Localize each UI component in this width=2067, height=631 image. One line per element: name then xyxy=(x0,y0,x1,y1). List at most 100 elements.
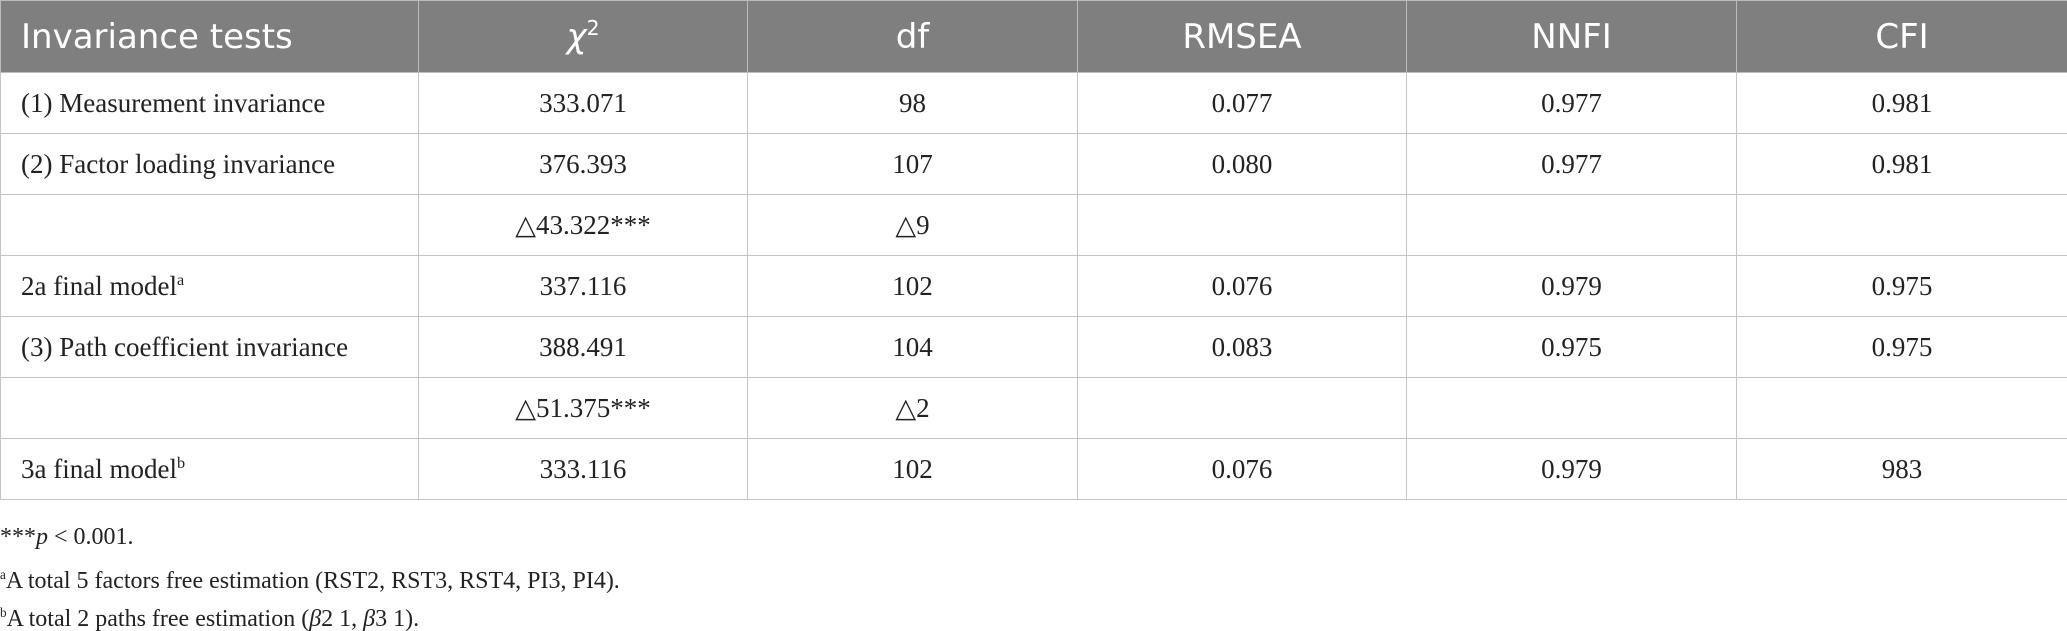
text: 0.979 xyxy=(1541,270,1602,301)
superscript: b xyxy=(176,453,186,472)
table-cell xyxy=(1736,377,2067,439)
superscript: 2 xyxy=(586,16,600,41)
table-cell: (3) Path coefficient invariance xyxy=(0,316,419,378)
text: 0.083 xyxy=(1211,331,1273,362)
table-cell: 0.979 xyxy=(1406,438,1737,500)
data-table: Invariance tests χ2 df RMSEA NNFI CFI (1) Mea… xyxy=(0,0,2067,500)
text: (2) Factor loading invariance xyxy=(21,148,336,179)
footnote: bA total 2 paths free estimation (β2 1, … xyxy=(0,594,2067,631)
column-header: Invariance tests xyxy=(0,0,419,73)
table-cell xyxy=(0,194,419,256)
table-cell xyxy=(0,377,419,439)
table-cell xyxy=(1077,194,1407,256)
table-row: (1) Measurement invariance 333.071 98 0.077… xyxy=(0,72,2067,134)
table-cell: 0.080 xyxy=(1077,133,1407,195)
text: df xyxy=(895,16,930,57)
table-cell: △2 xyxy=(747,377,1078,439)
table-cell: 333.116 xyxy=(418,438,748,500)
text: 0.979 xyxy=(1541,453,1602,484)
table-cell: 0.076 xyxy=(1077,438,1407,500)
text: 102 xyxy=(892,270,933,301)
text: 388.491 xyxy=(539,331,627,362)
table-row: (3) Path coefficient invariance 388.491 10… xyxy=(0,316,2067,378)
table-cell: 0.076 xyxy=(1077,255,1407,317)
text: 0.977 xyxy=(1541,87,1602,118)
superscript: b xyxy=(0,605,7,620)
text: 0.975 xyxy=(1541,331,1602,362)
text: 3 1). xyxy=(375,606,420,631)
column-header: CFI xyxy=(1736,0,2067,73)
table-cell: 333.071 xyxy=(418,72,748,134)
text: 337.116 xyxy=(539,270,627,301)
column-header: NNFI xyxy=(1406,0,1737,73)
text: 2 1, xyxy=(321,606,364,631)
table-body: (1) Measurement invariance 333.071 98 0.077… xyxy=(0,72,2067,500)
text: Invariance tests xyxy=(21,16,293,57)
text: CFI xyxy=(1875,16,1929,57)
table-cell: 983 xyxy=(1736,438,2067,500)
table-cell xyxy=(1406,377,1737,439)
text: NNFI xyxy=(1531,16,1612,57)
text: RMSEA xyxy=(1182,16,1302,57)
text: 0.076 xyxy=(1211,270,1273,301)
text: 0.077 xyxy=(1211,87,1273,118)
footnote: aA total 5 factors free estimation (RST2… xyxy=(0,556,2067,594)
table-row: △43.322*** △9 xyxy=(0,194,2067,256)
table-cell: 102 xyxy=(747,438,1078,500)
text: △51.375*** xyxy=(515,392,651,423)
text: A total 2 paths free estimation ( xyxy=(6,606,310,631)
text: 102 xyxy=(892,453,933,484)
footnotes: ***p < 0.001. aA total 5 factors free est… xyxy=(0,518,2067,631)
text: 0.981 xyxy=(1871,87,1933,118)
text: 0.080 xyxy=(1211,148,1273,179)
table-cell: (2) Factor loading invariance xyxy=(0,133,419,195)
column-header: RMSEA xyxy=(1077,0,1407,73)
table-cell: 3a final modelb xyxy=(0,438,419,500)
table-cell: △9 xyxy=(747,194,1078,256)
table-cell xyxy=(1736,194,2067,256)
text: 333.116 xyxy=(539,453,627,484)
text: 0.981 xyxy=(1871,148,1933,179)
table-cell: 0.977 xyxy=(1406,133,1737,195)
table-cell: 0.979 xyxy=(1406,255,1737,317)
text: 0.076 xyxy=(1211,453,1273,484)
superscript: a xyxy=(176,270,185,289)
table-row: 2a final modela 337.116 102 0.076 0.979 0.975 xyxy=(0,255,2067,317)
table-row: 3a final modelb 333.116 102 0.076 0.979 983 xyxy=(0,438,2067,500)
text: (3) Path coefficient invariance xyxy=(21,331,349,362)
table-cell: 107 xyxy=(747,133,1078,195)
table-cell: 337.116 xyxy=(418,255,748,317)
table-cell xyxy=(1406,194,1737,256)
text: 2a final model xyxy=(21,270,177,301)
italic-text: χ xyxy=(566,16,587,57)
text: A total 5 factors free estimation (RST2,… xyxy=(5,568,620,594)
text: 333.071 xyxy=(539,87,627,118)
table-cell: 2a final modela xyxy=(0,255,419,317)
header-row: Invariance tests χ2 df RMSEA NNFI CFI xyxy=(0,0,2067,73)
table-cell: 102 xyxy=(747,255,1078,317)
text: △9 xyxy=(895,209,930,240)
table-cell: 0.981 xyxy=(1736,133,2067,195)
text: 104 xyxy=(892,331,933,362)
text: < 0.001. xyxy=(48,524,134,550)
text: △2 xyxy=(895,392,930,423)
table-cell: 388.491 xyxy=(418,316,748,378)
table-cell: 0.975 xyxy=(1406,316,1737,378)
table-cell: 98 xyxy=(747,72,1078,134)
table-cell: △43.322*** xyxy=(418,194,748,256)
table-cell: (1) Measurement invariance xyxy=(0,72,419,134)
text: 0.975 xyxy=(1871,270,1933,301)
table-cell: 104 xyxy=(747,316,1078,378)
table-cell xyxy=(1077,377,1407,439)
column-header: df xyxy=(747,0,1078,73)
italic-text: β xyxy=(309,606,322,631)
text: 3a final model xyxy=(21,453,177,484)
italic-text: β xyxy=(363,606,376,631)
text: (1) Measurement invariance xyxy=(21,87,326,118)
column-header: χ2 xyxy=(418,0,748,73)
table-cell: 0.975 xyxy=(1736,316,2067,378)
table-cell: △51.375*** xyxy=(418,377,748,439)
text: 0.977 xyxy=(1541,148,1602,179)
superscript: a xyxy=(0,567,6,582)
